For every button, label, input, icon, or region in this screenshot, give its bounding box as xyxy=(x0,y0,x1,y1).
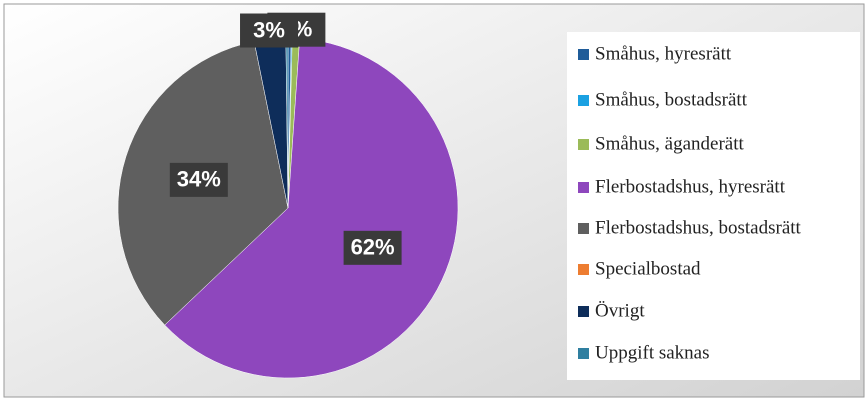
legend-swatch xyxy=(578,348,589,359)
legend-swatch xyxy=(578,95,589,106)
data-label-box xyxy=(169,162,228,197)
legend-label: Småhus, bostadsrätt xyxy=(595,89,748,110)
legend-label: Specialbostad xyxy=(595,258,701,279)
legend-label: Flerbostadshus, bostadsrätt xyxy=(595,217,802,238)
legend-box xyxy=(567,32,860,380)
legend-label: Övrigt xyxy=(595,300,645,321)
pie-slice xyxy=(164,38,459,379)
legend-swatch xyxy=(578,182,589,193)
legend-label: Uppgift saknas xyxy=(595,342,710,363)
data-label: 34% xyxy=(177,167,221,192)
legend-swatch xyxy=(578,264,589,275)
data-label-box xyxy=(240,13,299,48)
legend-swatch xyxy=(578,223,589,234)
data-label: 3% xyxy=(253,17,285,42)
legend-label: Småhus, äganderätt xyxy=(595,133,745,154)
legend-swatch xyxy=(578,139,589,150)
data-label-box xyxy=(343,230,402,265)
legend-label: Småhus, hyresrätt xyxy=(595,43,732,64)
legend-label: Flerbostadshus, hyresrätt xyxy=(595,176,786,197)
data-label: 62% xyxy=(351,235,395,260)
legend-swatch xyxy=(578,49,589,60)
legend-swatch xyxy=(578,306,589,317)
